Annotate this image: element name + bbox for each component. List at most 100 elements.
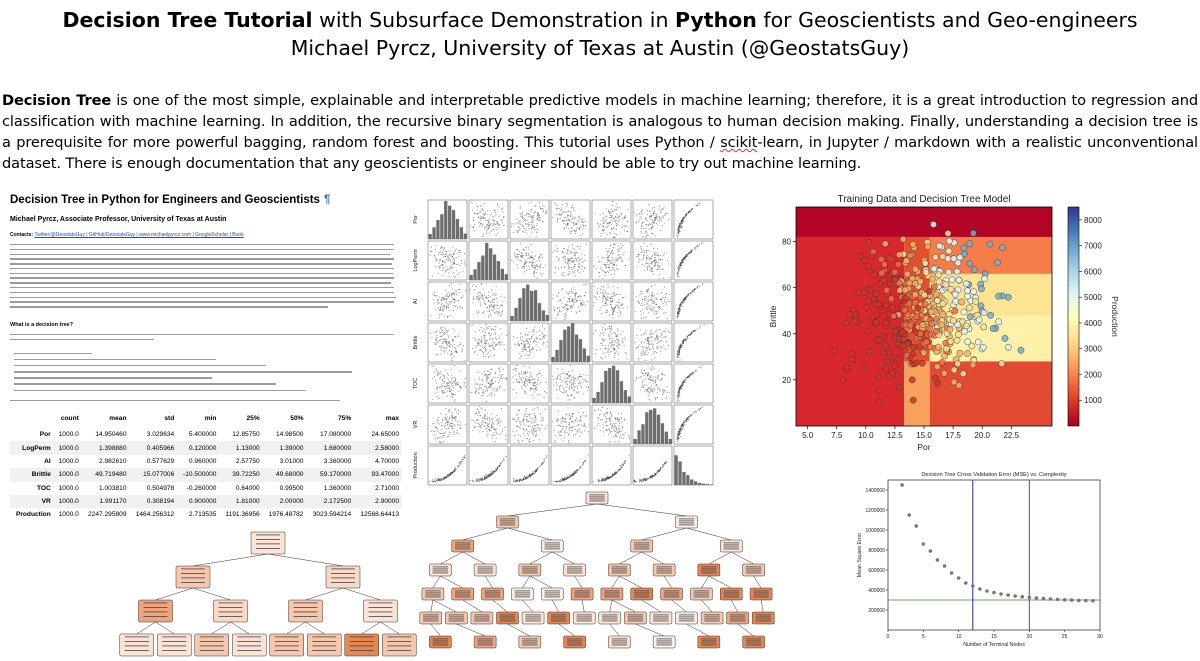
matrix-point: [471, 209, 474, 211]
matrix-point: [447, 345, 449, 347]
matrix-point: [485, 230, 488, 232]
matrix-point: [531, 263, 534, 265]
matrix-point: [569, 296, 572, 298]
matrix-point: [494, 390, 496, 392]
doc-contacts-links[interactable]: Twitter/@GeostatsGuy | GitHub/GeostatsGu…: [34, 232, 244, 238]
matrix-point: [634, 311, 636, 313]
matrix-point: [518, 220, 520, 222]
matrix-point: [535, 375, 537, 377]
matrix-point: [615, 257, 617, 260]
matrix-point: [487, 382, 490, 385]
matrix-point: [624, 339, 626, 341]
matrix-point: [577, 376, 579, 378]
matrix-point: [445, 427, 448, 430]
matrix-point: [644, 297, 646, 299]
tree-node: [563, 563, 586, 577]
matrix-point: [643, 369, 645, 371]
matrix-point: [652, 348, 654, 350]
matrix-point: [641, 342, 643, 344]
row-label: TOC: [36, 484, 51, 492]
matrix-point: [493, 348, 495, 350]
matrix-point: [650, 298, 652, 300]
matrix-point: [607, 429, 609, 431]
matrix-point: [578, 260, 580, 263]
matrix-point: [498, 387, 500, 389]
matrix-point: [459, 343, 462, 345]
matrix-point: [582, 303, 584, 306]
matrix-point: [527, 334, 529, 336]
tree-node-box: [630, 587, 653, 601]
tree-node-text-line: [331, 568, 355, 570]
matrix-point: [459, 370, 461, 372]
matrix-point: [690, 374, 692, 376]
matrix-point: [516, 256, 518, 259]
matrix-point: [564, 373, 566, 375]
pilcrow-icon[interactable]: ¶: [323, 194, 331, 206]
matrix-point: [496, 387, 498, 389]
matrix-point: [529, 261, 531, 263]
matrix-point: [555, 378, 557, 380]
matrix-point: [441, 253, 443, 255]
matrix-point: [618, 219, 621, 221]
table-row: VR 1000.0 1.991170 0.308194 0.900000 1.81000 2…: [10, 494, 402, 509]
matrix-point: [489, 337, 491, 339]
matrix-point: [662, 215, 664, 217]
matrix-point: [454, 419, 456, 421]
matrix-point: [691, 208, 693, 210]
matrix-point: [558, 258, 561, 260]
matrix-point: [456, 294, 458, 296]
matrix-point: [562, 256, 564, 258]
matrix-cell: [673, 240, 714, 281]
matrix-point: [653, 210, 656, 213]
matrix-point: [651, 293, 653, 295]
matrix-point: [572, 384, 574, 386]
matrix-point: [650, 262, 652, 265]
matrix-point: [623, 251, 625, 254]
matrix-point: [579, 295, 581, 297]
matrix-point: [639, 329, 641, 331]
histogram-bar: [459, 227, 463, 239]
matrix-point: [646, 268, 649, 270]
tree-node-text-line: [237, 650, 262, 651]
matrix-point: [619, 256, 621, 259]
matrix-cell: [673, 281, 714, 322]
tree-node-text-line: [143, 602, 168, 604]
matrix-point: [643, 332, 645, 335]
tree-node-text-line: [544, 594, 560, 596]
matrix-point: [495, 214, 497, 216]
matrix-point: [486, 307, 488, 309]
matrix-point: [581, 414, 583, 416]
matrix-point: [653, 265, 655, 268]
matrix-point: [452, 271, 455, 274]
matrix-point: [614, 233, 616, 235]
matrix-point: [603, 220, 605, 222]
matrix-point: [502, 377, 504, 379]
matrix-point: [558, 306, 561, 309]
matrix-point: [503, 224, 505, 227]
matrix-point: [607, 270, 609, 273]
matrix-point: [524, 354, 526, 356]
matrix-point: [490, 430, 492, 432]
matrix-point: [596, 425, 598, 427]
matrix-point: [578, 310, 581, 312]
matrix-point: [573, 426, 575, 428]
matrix-point: [574, 232, 577, 235]
matrix-point: [493, 387, 495, 389]
matrix-point: [565, 317, 567, 319]
matrix-point: [678, 266, 680, 268]
tree-node-text-line: [574, 590, 590, 592]
matrix-point: [488, 394, 490, 396]
tree-node-text-line: [663, 592, 680, 594]
matrix-point: [447, 303, 449, 305]
matrix-point: [491, 437, 493, 439]
matrix-point: [434, 434, 436, 436]
matrix-point: [450, 422, 452, 424]
matrix-point: [655, 312, 657, 315]
matrix-point: [454, 335, 456, 337]
matrix-point: [447, 427, 450, 430]
matrix-point: [487, 224, 489, 226]
matrix-point: [565, 226, 567, 228]
tree-edge: [136, 621, 156, 635]
matrix-point: [496, 343, 498, 345]
tree-node-text-line: [745, 570, 762, 572]
